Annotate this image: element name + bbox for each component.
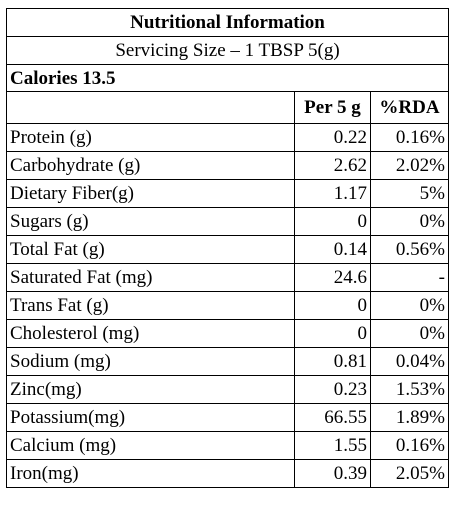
per-value: 2.62 xyxy=(294,151,371,180)
per-value: 0.81 xyxy=(294,347,371,376)
rda-value: 0% xyxy=(370,319,449,348)
rda-value: 2.05% xyxy=(370,459,449,488)
column-header-row: Per 5 g %RDA xyxy=(6,91,449,124)
rda-value: 2.02% xyxy=(370,151,449,180)
serving-row: Servicing Size – 1 TBSP 5(g) xyxy=(6,36,449,65)
table-row: Dietary Fiber(g) 1.17 5% xyxy=(6,179,449,208)
table-row: Trans Fat (g) 0 0% xyxy=(6,291,449,320)
table-row: Calcium (mg) 1.55 0.16% xyxy=(6,431,449,460)
nutrient-name: Iron(mg) xyxy=(6,459,295,488)
nutrient-name: Protein (g) xyxy=(6,123,295,152)
nutrient-name: Saturated Fat (mg) xyxy=(6,263,295,292)
table-row: Iron(mg) 0.39 2.05% xyxy=(6,459,449,488)
nutrient-name: Zinc(mg) xyxy=(6,375,295,404)
rda-value: 1.89% xyxy=(370,403,449,432)
table-row: Protein (g) 0.22 0.16% xyxy=(6,123,449,152)
header-per-5g: Per 5 g xyxy=(294,91,371,124)
rda-value: 1.53% xyxy=(370,375,449,404)
header-rda: %RDA xyxy=(370,91,449,124)
per-value: 0 xyxy=(294,207,371,236)
rda-value: 0.04% xyxy=(370,347,449,376)
per-value: 1.55 xyxy=(294,431,371,460)
title-row: Nutritional Information xyxy=(6,8,449,37)
calories-value: Calories 13.5 xyxy=(6,64,449,92)
table-row: Saturated Fat (mg) 24.6 - xyxy=(6,263,449,292)
per-value: 1.17 xyxy=(294,179,371,208)
serving-size: Servicing Size – 1 TBSP 5(g) xyxy=(6,36,449,65)
nutrition-facts-panel: Nutritional Information Servicing Size –… xyxy=(6,8,449,488)
per-value: 0.39 xyxy=(294,459,371,488)
table-row: Sugars (g) 0 0% xyxy=(6,207,449,236)
calories-row: Calories 13.5 xyxy=(6,64,449,92)
table-row: Zinc(mg) 0.23 1.53% xyxy=(6,375,449,404)
table-row: Potassium(mg) 66.55 1.89% xyxy=(6,403,449,432)
rda-value: 0.56% xyxy=(370,235,449,264)
rda-value: 0.16% xyxy=(370,123,449,152)
table-row: Cholesterol (mg) 0 0% xyxy=(6,319,449,348)
nutrient-name: Dietary Fiber(g) xyxy=(6,179,295,208)
per-value: 0 xyxy=(294,291,371,320)
nutrient-name: Potassium(mg) xyxy=(6,403,295,432)
nutrient-name: Calcium (mg) xyxy=(6,431,295,460)
per-value: 0 xyxy=(294,319,371,348)
header-blank-cell xyxy=(6,91,295,124)
per-value: 66.55 xyxy=(294,403,371,432)
rda-value: - xyxy=(370,263,449,292)
nutrient-name: Sugars (g) xyxy=(6,207,295,236)
per-value: 0.23 xyxy=(294,375,371,404)
per-value: 24.6 xyxy=(294,263,371,292)
rda-value: 5% xyxy=(370,179,449,208)
nutrient-name: Sodium (mg) xyxy=(6,347,295,376)
table-row: Sodium (mg) 0.81 0.04% xyxy=(6,347,449,376)
rda-value: 0% xyxy=(370,291,449,320)
per-value: 0.22 xyxy=(294,123,371,152)
table-row: Total Fat (g) 0.14 0.56% xyxy=(6,235,449,264)
table-row: Carbohydrate (g) 2.62 2.02% xyxy=(6,151,449,180)
nutrient-name: Cholesterol (mg) xyxy=(6,319,295,348)
nutrient-name: Carbohydrate (g) xyxy=(6,151,295,180)
nutrition-table: Nutritional Information Servicing Size –… xyxy=(6,8,449,488)
per-value: 0.14 xyxy=(294,235,371,264)
table-title: Nutritional Information xyxy=(6,8,449,37)
rda-value: 0.16% xyxy=(370,431,449,460)
nutrient-name: Total Fat (g) xyxy=(6,235,295,264)
nutrient-name: Trans Fat (g) xyxy=(6,291,295,320)
rda-value: 0% xyxy=(370,207,449,236)
